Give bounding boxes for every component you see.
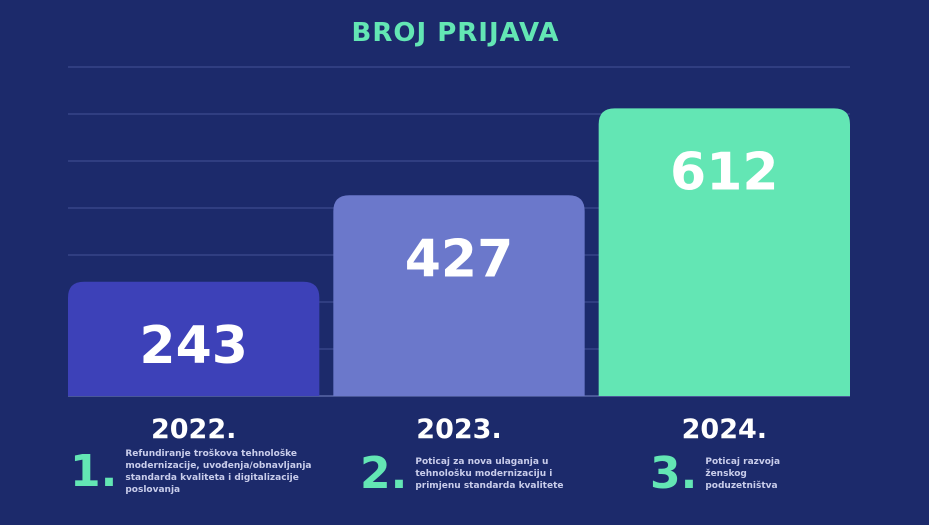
year-label: 2023. — [416, 414, 501, 445]
note-3-number: 3. — [650, 448, 698, 499]
bar-2023 — [333, 195, 585, 396]
bar-value-label: 243 — [139, 316, 248, 376]
bar-2024 — [598, 108, 850, 397]
note-1-text: Refundiranje troškova tehnološke moderni… — [125, 449, 312, 495]
note-2: 2. Poticaj za nova ulaganja u tehnološku… — [360, 452, 580, 496]
bar-labels: 243 2022. 427 2023. 612 2024. — [139, 142, 778, 445]
note-2-number: 2. — [360, 448, 408, 499]
year-label: 2024. — [682, 414, 767, 445]
bars — [68, 108, 850, 397]
note-1: 1. Refundiranje troškova tehnološke mode… — [70, 448, 330, 496]
year-label: 2022. — [151, 414, 236, 445]
note-1-number: 1. — [70, 446, 118, 497]
chart-title: BROJ PRIJAVA — [351, 18, 560, 48]
bar-value-label: 427 — [405, 229, 514, 289]
bar-value-label: 612 — [670, 142, 779, 202]
note-2-text: Poticaj za nova ulaganja u tehnološku mo… — [415, 457, 564, 491]
note-3: 3. Poticaj razvoja ženskog poduzetništva — [650, 452, 790, 496]
note-3-text: Poticaj razvoja ženskog poduzetništva — [705, 457, 781, 491]
bar-2022 — [68, 281, 320, 396]
